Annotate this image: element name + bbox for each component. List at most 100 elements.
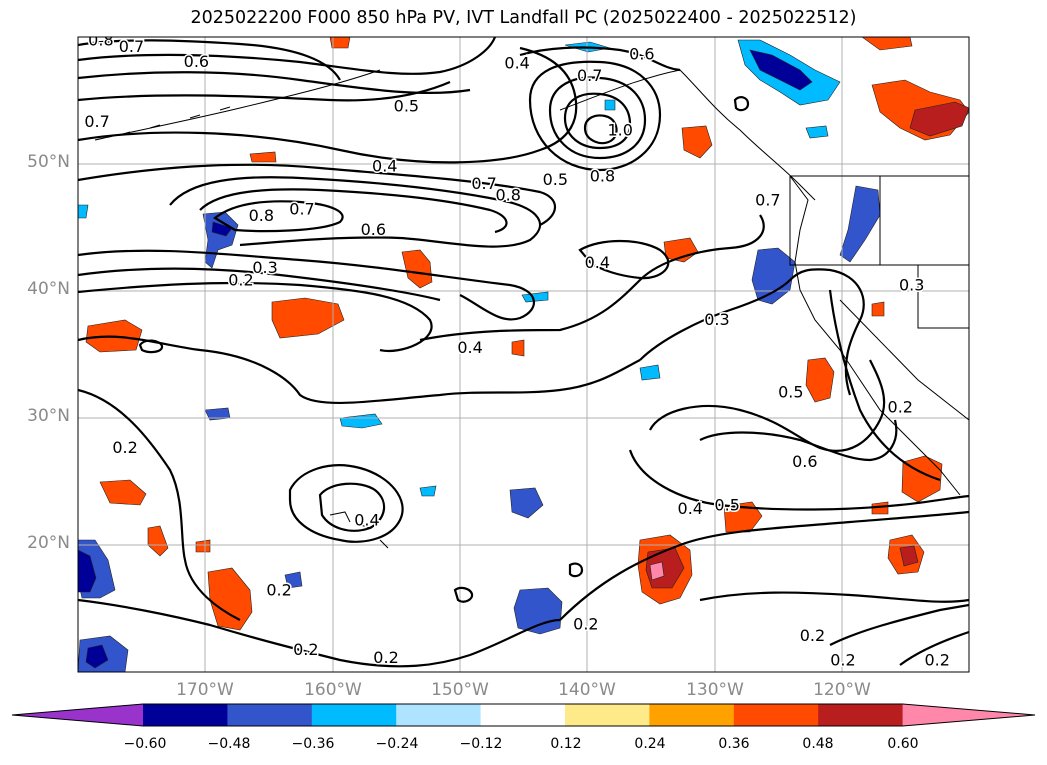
contour-label: 0.8 xyxy=(88,31,113,50)
coastlines xyxy=(94,69,969,549)
shade-pos-10-peak xyxy=(649,561,665,581)
contour-label: 0.7 xyxy=(289,199,314,218)
contour-0.2-se xyxy=(559,510,969,621)
contour-label: 0.8 xyxy=(249,206,274,225)
contour-label: 0.2 xyxy=(266,580,291,599)
contour-ring-1 xyxy=(528,60,662,172)
contour-label: 0.4 xyxy=(678,499,703,518)
shade-neg-blob-9 xyxy=(419,485,437,497)
colorbar-outline xyxy=(11,703,1036,727)
contour-0.5-east xyxy=(649,359,886,452)
shade-neg-blob-5 xyxy=(521,291,549,303)
shade-pos-8 xyxy=(147,525,169,557)
contour-label: 0.4 xyxy=(354,511,379,530)
gridlines xyxy=(78,37,969,672)
contour-inner-south xyxy=(288,464,404,543)
shade-neg-sub2 xyxy=(509,487,544,519)
contour-label: 0.5 xyxy=(714,495,739,514)
contour-label: 0.4 xyxy=(585,253,610,272)
colorbar-label-9: 0.48 xyxy=(802,736,834,752)
contour-0.3-lower xyxy=(78,335,641,405)
shade-pos-16 xyxy=(511,339,525,357)
colorbar-label-7: 0.24 xyxy=(634,736,666,752)
contour-0.8-mid xyxy=(213,200,344,233)
contour-0.2-se-bottom xyxy=(829,603,969,646)
contour-inner-south-2 xyxy=(318,482,386,532)
colorbar-label-1: −0.60 xyxy=(123,736,167,752)
colorbar-segment xyxy=(143,704,228,726)
shade-pos-3 xyxy=(401,249,433,289)
contour-label: 0.5 xyxy=(394,97,419,116)
contour-label: 0.6 xyxy=(629,45,654,64)
colorbar-segment xyxy=(733,704,819,726)
colorbar-segment xyxy=(565,704,650,726)
colorbar-segment xyxy=(311,704,397,726)
colorbar xyxy=(11,703,1036,727)
shade-pos-2 xyxy=(271,297,345,339)
chart-title: 2025022200 F000 850 hPa PV, IVT Landfall… xyxy=(190,8,857,28)
contour-label: 0.2 xyxy=(888,398,913,417)
shade-pos-alaska-east-core xyxy=(909,101,969,137)
shade-pos-gulf xyxy=(681,125,713,159)
contour-label-bg xyxy=(376,672,404,692)
shade-neg-west-core xyxy=(78,549,97,593)
contour-0.4-mid2 xyxy=(78,249,536,321)
shade-neg-sw-core xyxy=(85,644,109,669)
shade-pos-11 xyxy=(723,501,763,533)
coastline-northwest xyxy=(789,175,961,496)
contour-label: 0.2 xyxy=(228,271,253,290)
contour-label: 0.6 xyxy=(792,452,817,471)
contour-label: 0.3 xyxy=(704,310,729,329)
contour-0.3 xyxy=(78,267,441,302)
contour-label: 0.7 xyxy=(755,191,780,210)
contour-label: 0.4 xyxy=(372,156,397,175)
contour-0.7-north xyxy=(78,37,497,75)
shade-pos-5 xyxy=(805,357,835,403)
border-bc xyxy=(789,176,969,266)
contour-small-3 xyxy=(733,96,750,112)
shade-neg-dateline-core xyxy=(211,221,233,237)
colorbar-label-5: −0.12 xyxy=(459,736,503,752)
contour-0.4-central xyxy=(419,214,765,342)
contour-label: 0.2 xyxy=(830,650,855,669)
contour-ring-3 xyxy=(563,92,632,150)
contour-label: 0.7 xyxy=(84,112,109,131)
shade-pos-13 xyxy=(329,37,351,49)
contour-label: 0.4 xyxy=(457,338,482,357)
contour-labels: 0.8 0.70.60.50.40.70.61.00.80.70.40.50.70… xyxy=(83,31,952,692)
contour-label: 0.2 xyxy=(573,615,598,634)
contour-0.6-mid xyxy=(169,176,541,248)
contour-label: 0.8 xyxy=(495,185,520,204)
contour-small-2 xyxy=(453,586,474,603)
colorbar-label-10: 0.60 xyxy=(887,736,919,752)
contour-0.3-east xyxy=(639,268,865,396)
contour-label: 0.6 xyxy=(184,52,209,71)
shade-neg-blob-1 xyxy=(339,413,383,429)
contour-ring-2 xyxy=(548,76,647,160)
shade-pos-18 xyxy=(871,501,889,515)
contour-small-4 xyxy=(138,339,164,354)
contours xyxy=(78,37,969,668)
contour-label: 0.2 xyxy=(924,650,949,669)
contour-ring-4 xyxy=(583,114,618,145)
contour-label: 0.2 xyxy=(373,648,398,667)
shade-neg-bc xyxy=(839,185,881,263)
lat-tick-50: 50°N xyxy=(27,152,70,172)
contour-label: 0.7 xyxy=(119,37,144,56)
contour-0.7-mid xyxy=(199,188,508,234)
colorbar-extend-high xyxy=(902,704,1035,726)
contour-0.2-far-se xyxy=(699,591,969,603)
contour-label: 1.0 xyxy=(608,121,633,140)
shaded-field xyxy=(78,37,969,672)
contour-label: 0.7 xyxy=(471,174,496,193)
colorbar-segment xyxy=(396,704,482,726)
lon-tick-150w: 150°W xyxy=(431,680,489,700)
contour-0.8-north xyxy=(78,39,341,81)
shade-pos-north xyxy=(861,37,913,51)
shade-pos-9 xyxy=(207,567,253,631)
lon-tick-140w: 140°W xyxy=(558,680,616,700)
shade-neg-alaska-core xyxy=(749,49,813,91)
shade-neg-blob-7 xyxy=(604,99,616,111)
lat-tick-40: 40°N xyxy=(27,279,70,299)
